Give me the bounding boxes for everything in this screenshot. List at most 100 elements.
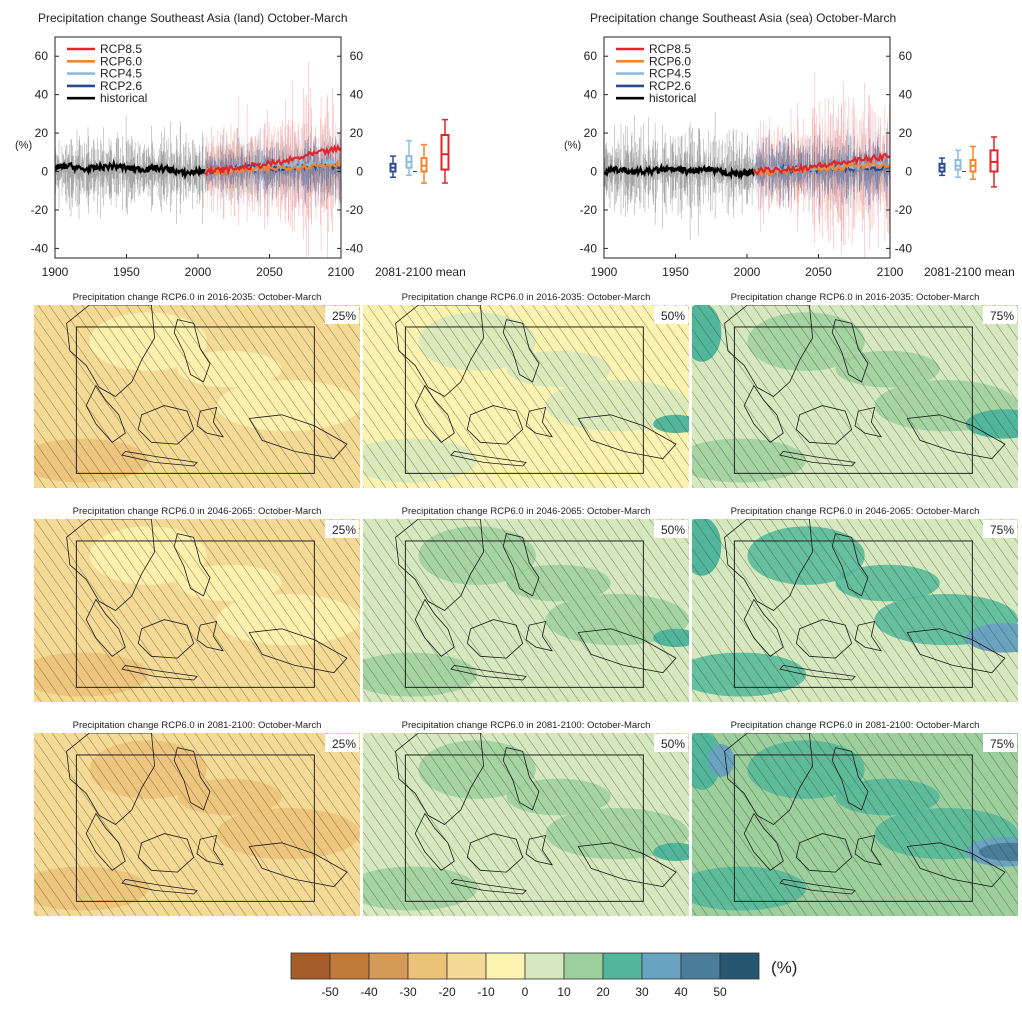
y-tick-label-right: 60 — [350, 49, 364, 63]
coastline — [906, 842, 1006, 888]
percentile-label: 50% — [661, 309, 685, 323]
map-panel-r1-c0: 25% — [34, 519, 360, 702]
colorbar-swatch — [485, 952, 526, 980]
colorbar-swatch — [563, 952, 604, 980]
coastline — [743, 812, 784, 871]
coastline — [831, 533, 869, 597]
y-tick-label-right: -20 — [895, 203, 913, 217]
map-field — [363, 733, 689, 916]
coastline — [502, 747, 540, 811]
boxplot-rcp85 — [989, 136, 999, 188]
y-tick-label-left: 0 — [41, 165, 48, 179]
map-title: Precipitation change RCP6.0 in 2046-2065… — [73, 506, 322, 517]
coastline — [831, 747, 869, 811]
coastline — [795, 405, 853, 445]
y-tick-label-left: 60 — [584, 49, 598, 63]
panel-title: Precipitation change Southeast Asia (sea… — [590, 11, 896, 25]
colorbar-swatch — [641, 952, 682, 980]
region-box — [404, 326, 644, 474]
mean-line-rcp45 — [753, 159, 890, 177]
coastline — [779, 878, 856, 895]
x-tick-label: 1950 — [662, 265, 689, 279]
colorbar-swatch — [368, 952, 409, 980]
coastline — [502, 533, 540, 597]
map-field — [363, 305, 689, 488]
panel-title: Precipitation change Southeast Asia (lan… — [38, 11, 348, 25]
x-tick-label: 1950 — [113, 265, 140, 279]
coastline — [502, 319, 540, 383]
percentile-label: 50% — [661, 523, 685, 537]
coastline — [577, 628, 677, 674]
y-tick-label-left: -40 — [31, 241, 49, 255]
map-title: Precipitation change RCP6.0 in 2046-2065… — [402, 506, 651, 517]
coastline — [577, 414, 677, 460]
coastline — [525, 620, 553, 652]
region-box — [404, 540, 644, 688]
coastline — [121, 450, 198, 467]
y-tick-label-right: 20 — [350, 126, 364, 140]
region-box — [404, 754, 644, 902]
coastline — [414, 384, 455, 443]
map-field — [692, 305, 1018, 488]
colorbar-swatch — [329, 952, 370, 980]
colorbar-tick-label: -40 — [360, 985, 378, 999]
coastline — [795, 833, 853, 873]
coastline — [196, 406, 224, 438]
coastline — [779, 450, 856, 467]
map-field — [692, 733, 1018, 916]
box — [440, 134, 450, 171]
boxplot-rcp45 — [405, 140, 413, 177]
colorbar-tick-label: -20 — [438, 985, 456, 999]
colorbar-swatch — [290, 952, 331, 980]
timeseries-panel-1: Precipitation change Southeast Asia (sea… — [564, 11, 1015, 279]
coastline — [906, 414, 1006, 460]
region-box — [75, 326, 315, 474]
coastline — [85, 598, 126, 657]
y-tick-label-right: 0 — [905, 165, 912, 179]
coastline — [248, 628, 348, 674]
coastline — [854, 620, 882, 652]
y-tick-label-left: 0 — [590, 165, 597, 179]
percentile-label: 75% — [990, 523, 1014, 537]
region-box — [75, 540, 315, 688]
coastline — [577, 842, 677, 888]
percentile-label: 75% — [990, 737, 1014, 751]
percentile-bg — [654, 734, 688, 752]
significance-hatching — [692, 733, 1018, 916]
coastline — [795, 619, 853, 659]
map-title: Precipitation change RCP6.0 in 2081-2100… — [731, 720, 980, 731]
percentile-bg — [654, 306, 688, 324]
colorbar-swatch — [407, 952, 448, 980]
percentile-bg — [325, 734, 359, 752]
colorbar-tick-label: 10 — [557, 985, 571, 999]
coastline — [173, 747, 211, 811]
legend-label: RCP6.0 — [100, 54, 142, 68]
colorbar-swatch — [719, 952, 760, 980]
x-tick-label: 1900 — [42, 265, 69, 279]
coastline — [525, 406, 553, 438]
boxplot-rcp60 — [969, 145, 977, 180]
coastline — [854, 406, 882, 438]
map-panel-r2-c0: 25% — [34, 733, 360, 916]
percentile-label: 50% — [661, 737, 685, 751]
ensemble-spread — [55, 61, 341, 258]
percentile-label: 25% — [332, 309, 356, 323]
significance-hatching — [363, 519, 689, 702]
coastline — [466, 833, 524, 873]
coastline — [466, 619, 524, 659]
map-panel-r2-c1: 50% — [363, 733, 689, 916]
colorbar-swatch — [602, 952, 643, 980]
boxplot-rcp60 — [420, 143, 428, 184]
colorbar-tick-label: 50 — [713, 985, 727, 999]
coastline — [173, 319, 211, 383]
significance-hatching — [34, 733, 360, 916]
coastline — [854, 834, 882, 866]
significance-hatching — [34, 305, 360, 488]
coastline — [85, 384, 126, 443]
timeseries-panel-0: Precipitation change Southeast Asia (lan… — [15, 11, 466, 279]
significance-hatching — [692, 519, 1018, 702]
legend-label: RCP4.5 — [649, 67, 691, 81]
y-axis-label: (%) — [15, 139, 32, 151]
y-tick-label-left: -20 — [580, 203, 598, 217]
coastline — [137, 619, 195, 659]
